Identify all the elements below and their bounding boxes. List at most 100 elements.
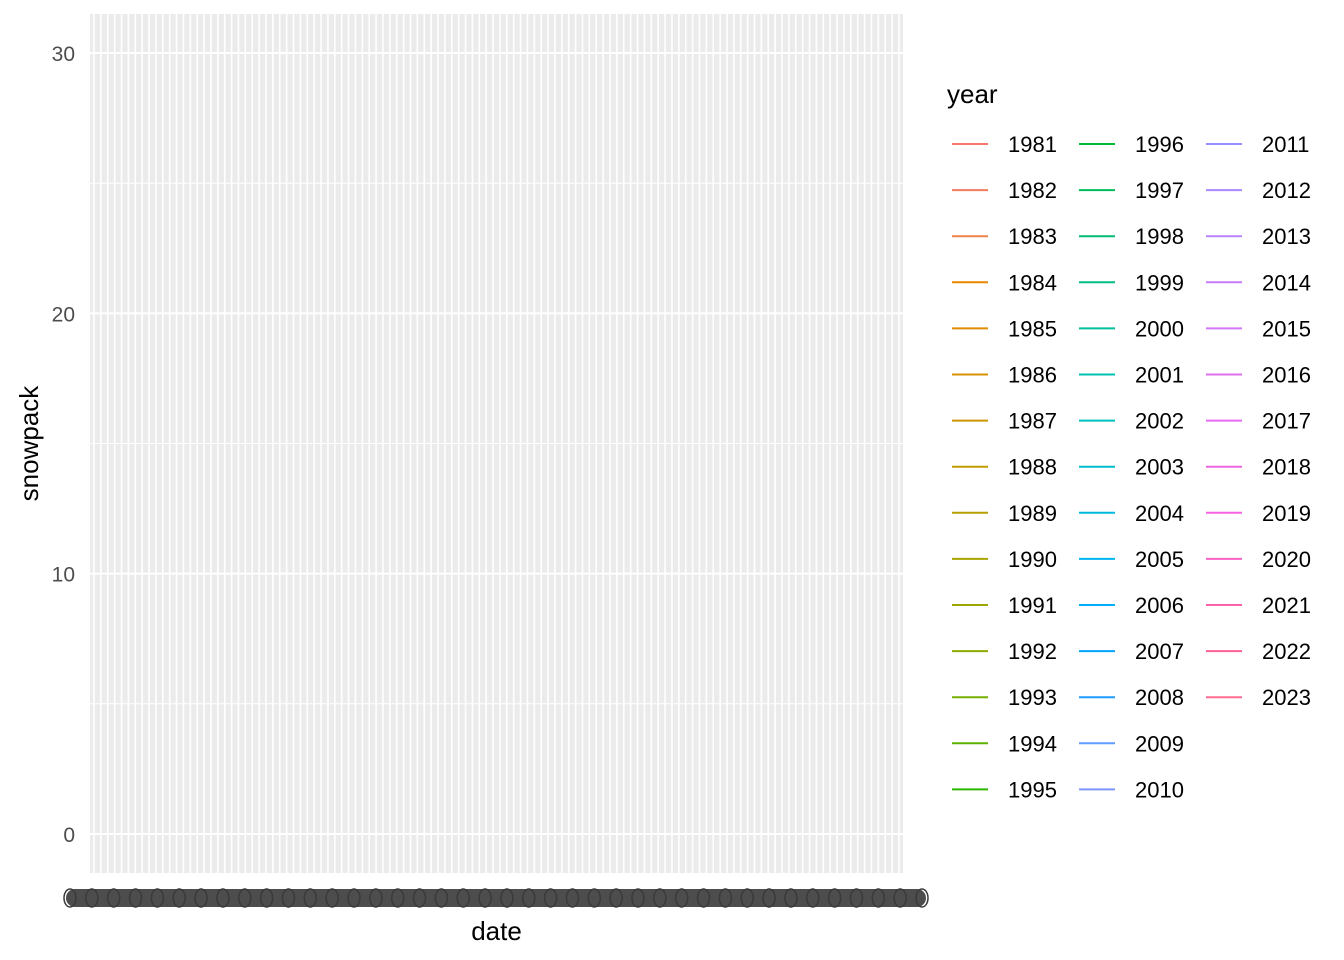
legend-item-2005: 2005 — [1079, 547, 1184, 572]
legend-label: 1995 — [1008, 777, 1057, 802]
legend-label: 2022 — [1262, 639, 1311, 664]
horizontal-gridlines — [90, 52, 903, 835]
x-tick-label-glyph — [806, 888, 820, 908]
legend-label: 1990 — [1008, 547, 1057, 572]
legend-label: 2018 — [1262, 455, 1311, 480]
legend-label: 2013 — [1262, 224, 1311, 249]
legend-label: 1981 — [1008, 132, 1057, 157]
legend-item-2006: 2006 — [1079, 593, 1184, 618]
legend-label: 1991 — [1008, 593, 1057, 618]
x-tick-label-glyph — [893, 888, 907, 908]
x-tick-label-glyph — [653, 888, 667, 908]
legend-label: 2012 — [1262, 178, 1311, 203]
legend-item-1995: 1995 — [952, 777, 1057, 802]
legend-item-2007: 2007 — [1079, 639, 1184, 664]
legend-label: 1985 — [1008, 316, 1057, 341]
legend-item-1982: 1982 — [952, 178, 1057, 203]
x-axis-title: date — [471, 916, 522, 946]
legend-item-1990: 1990 — [952, 547, 1057, 572]
x-tick-label-glyph — [827, 888, 842, 908]
x-tick-label-glyph — [63, 888, 77, 908]
legend-label: 2011 — [1262, 132, 1309, 157]
legend-item-1997: 1997 — [1079, 178, 1184, 203]
legend: year 19811982198319841985198619871988198… — [947, 79, 1311, 802]
legend-label: 2000 — [1135, 316, 1184, 341]
x-tick-label-glyph — [762, 888, 776, 908]
legend-label: 1994 — [1008, 731, 1057, 756]
legend-label: 1983 — [1008, 224, 1057, 249]
legend-label: 1992 — [1008, 639, 1057, 664]
x-tick-label-glyph — [871, 888, 886, 908]
x-tick-label-glyph — [565, 888, 580, 908]
legend-item-2018: 2018 — [1206, 455, 1311, 480]
x-tick-label-glyph — [434, 888, 449, 908]
legend-label: 1993 — [1008, 685, 1057, 710]
legend-item-2010: 2010 — [1079, 777, 1184, 802]
legend-item-1998: 1998 — [1079, 224, 1184, 249]
x-tick-label-glyph — [325, 888, 339, 908]
legend-item-2012: 2012 — [1206, 178, 1311, 203]
legend-item-1999: 1999 — [1079, 270, 1184, 295]
legend-item-1983: 1983 — [952, 224, 1057, 249]
legend-label: 1997 — [1135, 178, 1184, 203]
x-tick-label-glyph — [347, 888, 361, 908]
legend-label: 2001 — [1135, 363, 1184, 388]
legend-item-1996: 1996 — [1079, 132, 1184, 157]
x-tick-label-band — [66, 889, 926, 907]
legend-label: 1996 — [1135, 132, 1184, 157]
y-axis-tick-labels: 0 10 20 30 — [52, 43, 75, 847]
legend-label: 2004 — [1135, 501, 1184, 526]
legend-item-2021: 2021 — [1206, 593, 1311, 618]
x-tick-label-glyph — [128, 888, 143, 908]
x-tick-label-glyph — [238, 888, 252, 908]
legend-label: 2007 — [1135, 639, 1184, 664]
x-tick-label-glyph — [194, 888, 208, 908]
x-tick-label-glyph — [543, 888, 558, 908]
x-tick-label-glyph — [106, 888, 121, 908]
legend-item-2019: 2019 — [1206, 501, 1311, 526]
x-tick-label-glyph — [85, 888, 99, 908]
legend-label: 2019 — [1262, 501, 1311, 526]
x-tick-label-glyph — [674, 888, 689, 908]
y-tick-label: 20 — [52, 303, 75, 326]
legend-label: 2010 — [1135, 777, 1184, 802]
x-tick-label-glyph — [390, 888, 405, 908]
legend-item-1988: 1988 — [952, 455, 1057, 480]
legend-item-1989: 1989 — [952, 501, 1057, 526]
x-tick-label-glyph — [718, 888, 733, 908]
legend-item-1994: 1994 — [952, 731, 1057, 756]
legend-item-2008: 2008 — [1079, 685, 1184, 710]
legend-item-2004: 2004 — [1079, 501, 1184, 526]
legend-item-2020: 2020 — [1206, 547, 1311, 572]
legend-label: 1988 — [1008, 455, 1057, 480]
x-tick-label-glyph — [412, 888, 427, 908]
x-tick-label-glyph — [478, 888, 492, 908]
x-tick-label-glyph — [849, 888, 864, 908]
legend-label: 1984 — [1008, 270, 1057, 295]
legend-label: 1989 — [1008, 501, 1057, 526]
legend-item-2022: 2022 — [1206, 639, 1311, 664]
x-tick-label-glyph — [696, 888, 711, 908]
x-tick-label-glyph — [609, 888, 623, 908]
y-tick-label: 10 — [52, 564, 75, 587]
x-tick-label-glyph — [172, 888, 186, 908]
y-tick-label: 0 — [63, 824, 75, 847]
x-tick-label-glyph — [915, 888, 929, 908]
x-tick-label-glyph — [456, 888, 470, 908]
legend-item-2023: 2023 — [1206, 685, 1311, 710]
x-tick-label-glyph — [784, 888, 798, 908]
legend-label: 1982 — [1008, 178, 1057, 203]
y-axis-title: snowpack — [14, 385, 44, 502]
legend-item-2003: 2003 — [1079, 455, 1184, 480]
legend-label: 2003 — [1135, 455, 1184, 480]
legend-item-2009: 2009 — [1079, 731, 1184, 756]
legend-item-2011: 2011 — [1206, 132, 1309, 157]
legend-item-2000: 2000 — [1079, 316, 1184, 341]
legend-label: 2008 — [1135, 685, 1184, 710]
legend-item-1992: 1992 — [952, 639, 1057, 664]
x-tick-label-glyph — [522, 888, 536, 908]
legend-item-1987: 1987 — [952, 409, 1057, 434]
legend-item-1981: 1981 — [952, 132, 1057, 157]
legend-item-2017: 2017 — [1206, 409, 1311, 434]
